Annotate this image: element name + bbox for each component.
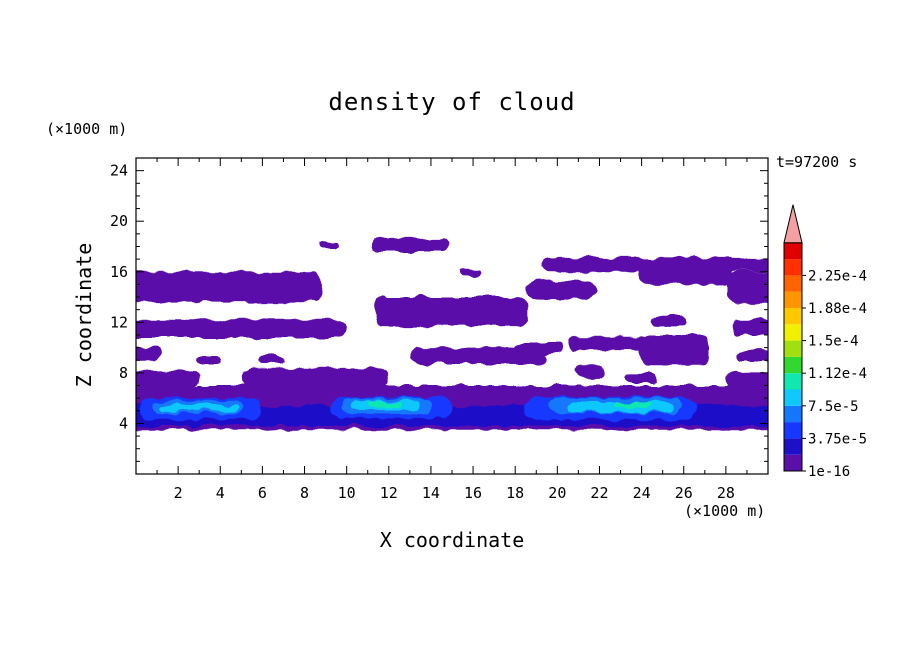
colorbar-segment xyxy=(784,405,802,423)
contour-region xyxy=(161,404,238,411)
contour-region xyxy=(626,372,659,383)
contour-region xyxy=(367,401,402,408)
colorbar-segment xyxy=(784,308,802,325)
time-label: t=97200 s xyxy=(776,153,858,171)
contour-region xyxy=(569,336,651,351)
colorbar-segment xyxy=(784,356,802,374)
contour-region xyxy=(637,266,733,285)
y-tick-label: 12 xyxy=(110,313,128,331)
colorbar-segment xyxy=(784,389,802,406)
contour-region xyxy=(527,280,596,300)
contour-region xyxy=(136,319,347,338)
x-tick-label: 14 xyxy=(422,484,440,502)
contour-region xyxy=(736,350,768,362)
contour-region xyxy=(136,271,322,303)
contour-region xyxy=(574,365,604,378)
x-tick-label: 4 xyxy=(216,484,225,502)
colorbar-label: 1.12e-4 xyxy=(808,366,867,382)
colorbar-label: 3.75e-5 xyxy=(808,431,867,447)
colorbar-segment xyxy=(784,422,802,439)
x-tick-label: 12 xyxy=(380,484,398,502)
contour-region xyxy=(371,238,448,252)
contour-region xyxy=(321,241,339,250)
x-tick-label: 8 xyxy=(300,484,309,502)
colorbar-segment xyxy=(784,291,802,308)
chart-title: density of cloud xyxy=(328,88,576,116)
x-tick-label: 28 xyxy=(717,484,735,502)
contour-region xyxy=(732,319,768,335)
x-tick-label: 6 xyxy=(258,484,267,502)
colorbar-segment xyxy=(784,242,802,260)
x-axis-label: X coordinate xyxy=(379,528,525,552)
x-axis-unit: (×1000 m) xyxy=(684,502,766,520)
y-tick-label: 16 xyxy=(110,263,128,281)
contour-region xyxy=(639,334,710,366)
y-axis-unit: (×1000 m) xyxy=(46,120,128,138)
contour-region xyxy=(136,370,200,389)
contour-region xyxy=(460,269,482,277)
contour-region xyxy=(197,356,221,365)
contour-region xyxy=(652,316,686,325)
x-tick-label: 22 xyxy=(590,484,608,502)
y-tick-label: 4 xyxy=(119,414,128,432)
y-tick-label: 24 xyxy=(110,162,128,180)
colorbar-segment xyxy=(784,373,802,390)
contour-region xyxy=(612,401,651,408)
x-tick-label: 10 xyxy=(338,484,356,502)
contour-region xyxy=(241,367,389,389)
colorbar-label: 1e-16 xyxy=(808,464,850,480)
contour-region xyxy=(260,356,284,365)
colorbar-segment xyxy=(784,438,802,455)
colorbar-label: 1.88e-4 xyxy=(808,301,867,317)
contour-region xyxy=(409,347,547,365)
y-tick-label: 8 xyxy=(119,364,128,382)
contour-region xyxy=(513,342,562,353)
x-tick-label: 2 xyxy=(174,484,183,502)
x-tick-label: 24 xyxy=(633,484,651,502)
colorbar-extend-arrow xyxy=(783,204,803,244)
x-tick-label: 26 xyxy=(675,484,693,502)
colorbar-label: 1.5e-4 xyxy=(808,334,859,350)
contour-region xyxy=(727,271,768,304)
y-tick-label: 20 xyxy=(110,212,128,230)
colorbar-label: 7.5e-5 xyxy=(808,399,859,415)
colorbar-segment xyxy=(784,275,802,292)
contour-region xyxy=(374,297,528,327)
colorbar-segment xyxy=(784,324,802,341)
colorbar-segment xyxy=(784,259,802,276)
x-tick-label: 18 xyxy=(506,484,524,502)
colorbar-segment xyxy=(784,340,802,357)
contour-region xyxy=(136,347,162,361)
x-tick-label: 16 xyxy=(464,484,482,502)
colorbar-segment xyxy=(784,454,802,471)
colorbar-label: 2.25e-4 xyxy=(808,268,867,284)
x-tick-label: 20 xyxy=(548,484,566,502)
